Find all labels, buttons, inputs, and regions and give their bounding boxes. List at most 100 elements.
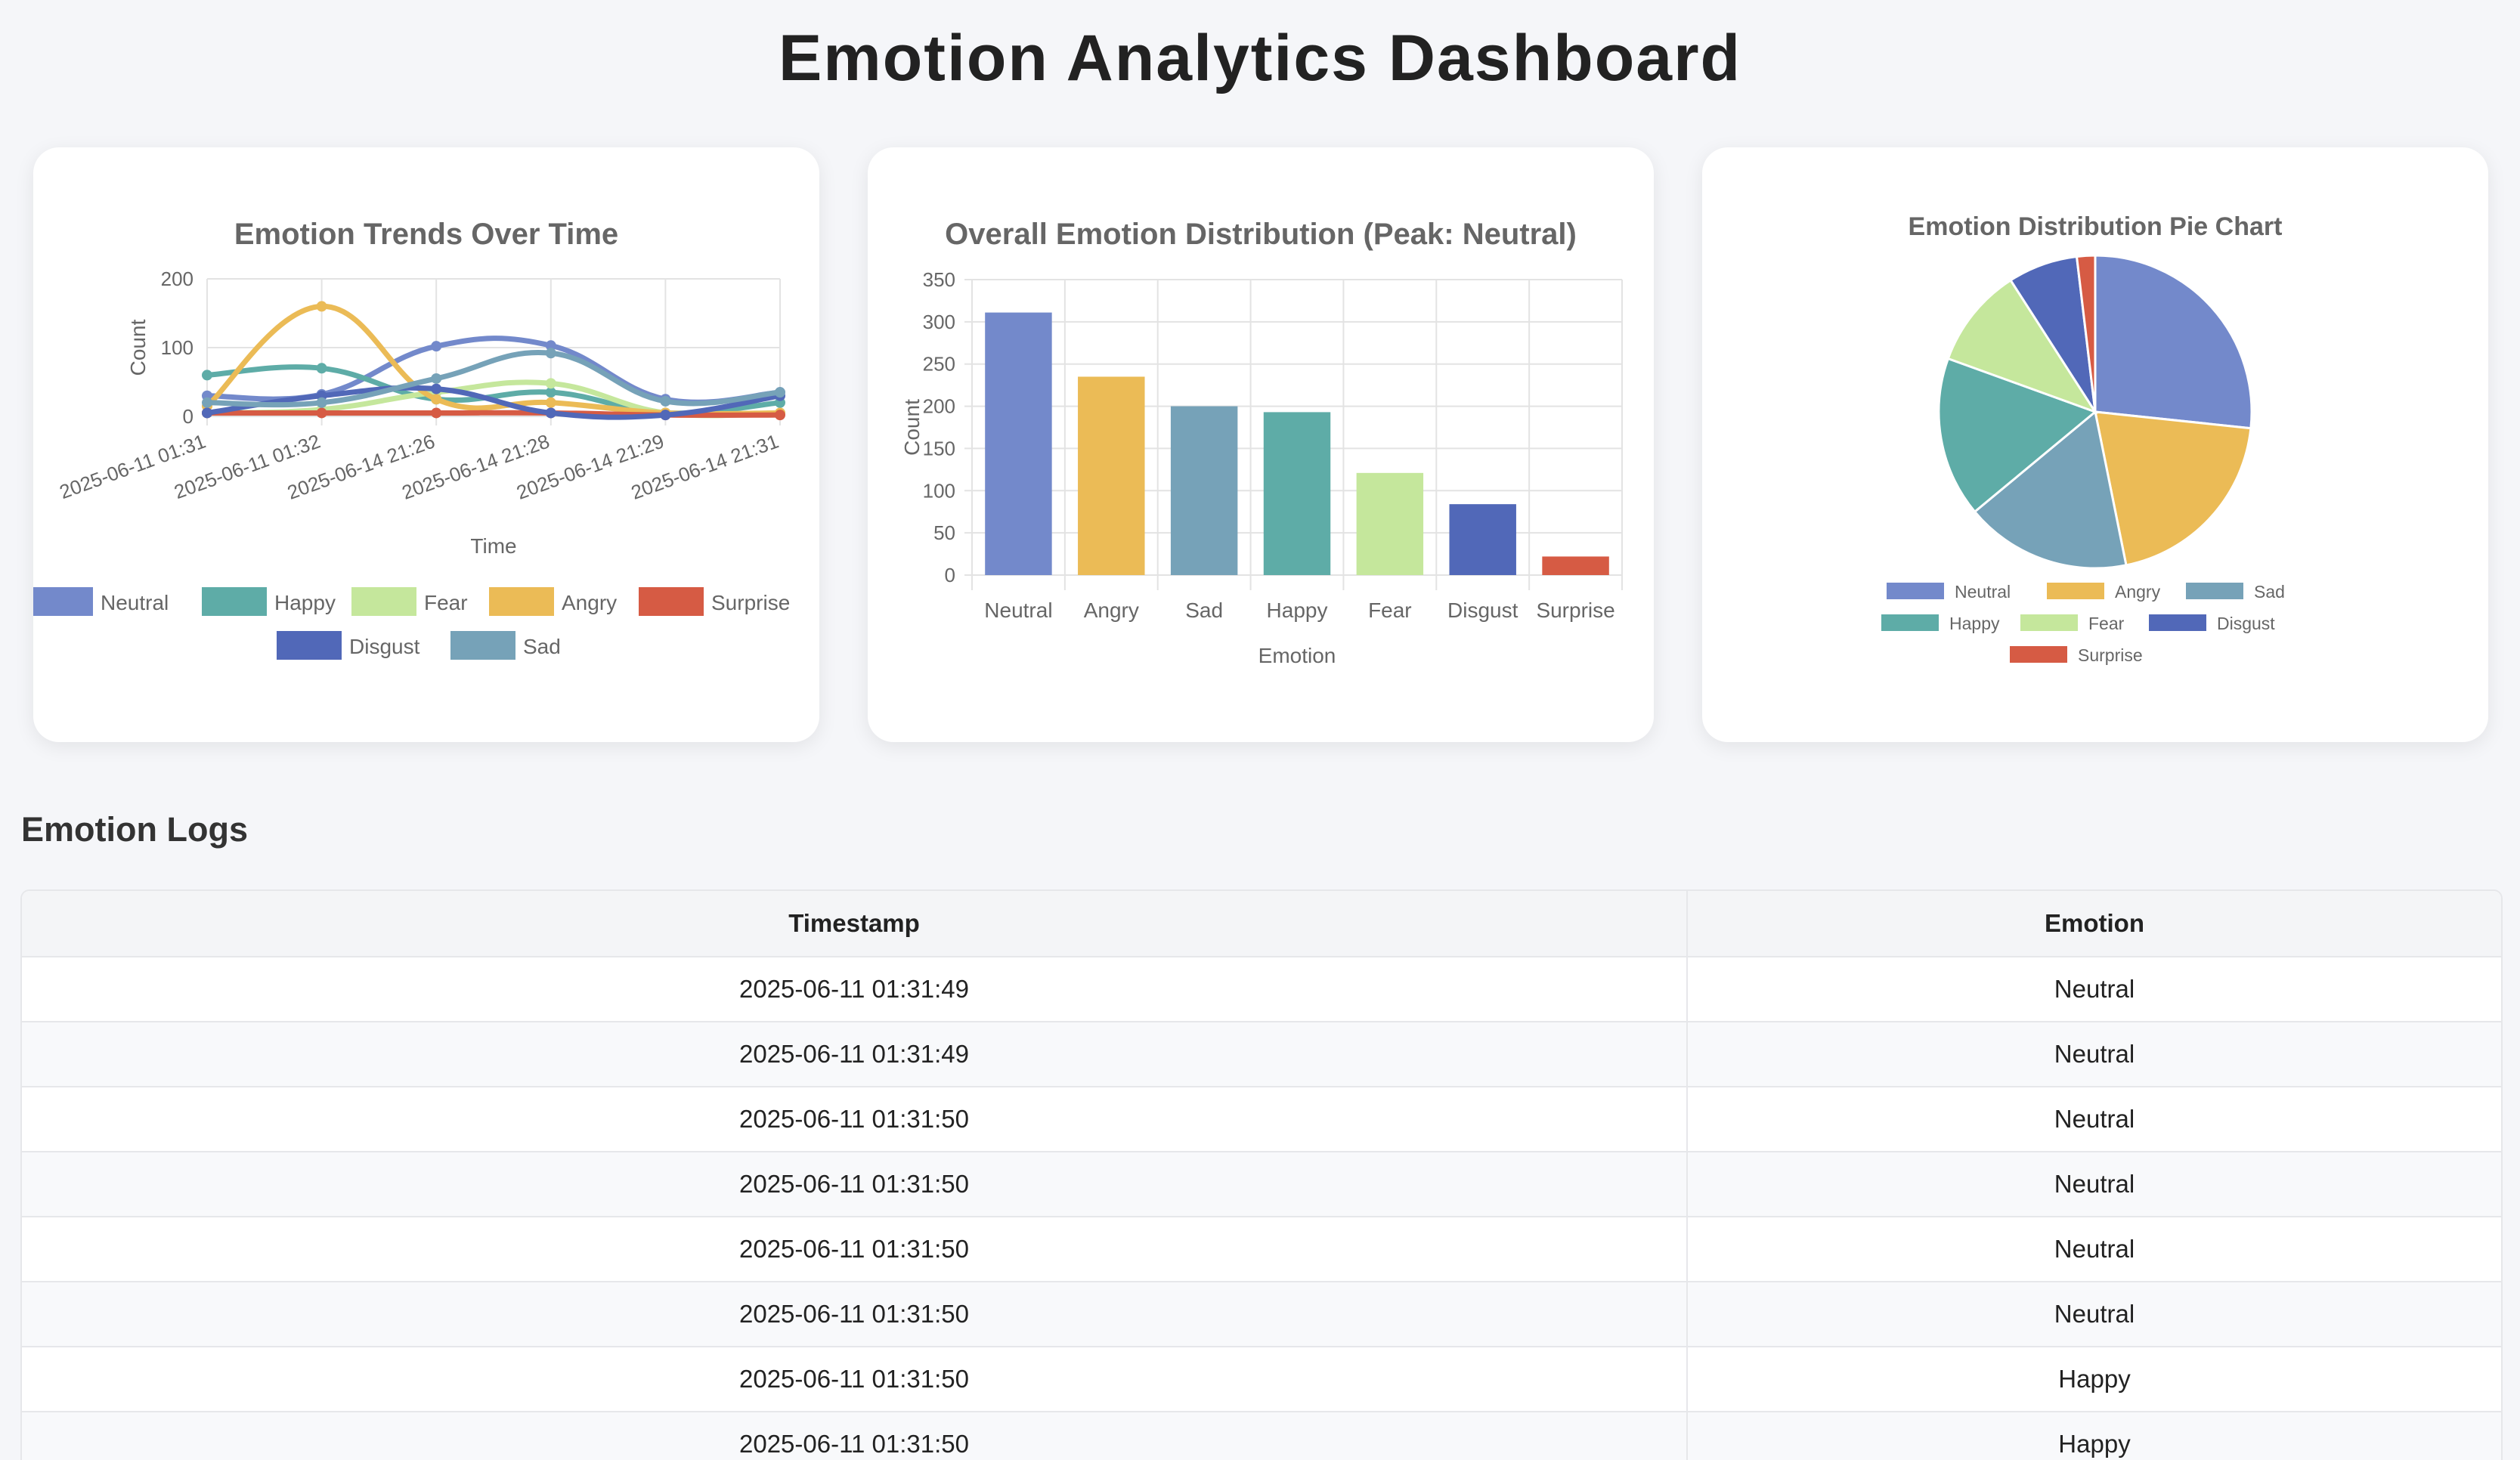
data-point [316, 301, 327, 312]
data-point [316, 363, 327, 374]
table-row: 2025-06-11 01:31:50 Happy [22, 1347, 2501, 1412]
y-tick-label: 100 [161, 336, 193, 359]
bar-happy [1263, 412, 1331, 575]
x-tick-label: Neutral [984, 599, 1052, 622]
timestamp-cell: 2025-06-11 01:31:50 [22, 1217, 1688, 1282]
legend-label-neutral: Neutral [101, 591, 169, 614]
y-tick-label: 0 [945, 564, 955, 586]
y-tick-label: 0 [183, 405, 193, 428]
legend-label-disgust: Disgust [349, 635, 420, 658]
x-tick-label: Disgust [1447, 599, 1519, 622]
chart-title: Emotion Distribution Pie Chart [1909, 212, 2283, 241]
legend-label-surprise: Surprise [2078, 645, 2143, 665]
bar-fear [1356, 472, 1424, 575]
emotion-cell: Neutral [1687, 1152, 2501, 1217]
pie-slice-surprise [2075, 254, 2097, 413]
legend-label-neutral: Neutral [1955, 582, 2011, 602]
data-point [431, 373, 442, 384]
legend-label-angry: Angry [562, 591, 617, 614]
legend-swatch-fear [2020, 614, 2078, 631]
bar-sad [1170, 406, 1238, 575]
line-chart: Emotion Trends Over Time01002002025-06-1… [33, 218, 790, 660]
data-point [545, 407, 556, 419]
data-point [316, 407, 327, 419]
pie-slice-happy [1937, 357, 2097, 514]
table-row: 2025-06-11 01:31:49 Neutral [22, 957, 2501, 1022]
data-point [202, 397, 212, 408]
line-chart-card: Emotion Trends Over Time 0 100 200 2025-06-1… [33, 147, 819, 742]
timestamp-cell: 2025-06-11 01:31:50 [22, 1347, 1688, 1412]
column-header-emotion[interactable]: Emotion [1687, 891, 2501, 957]
legend-label-angry: Angry [2115, 582, 2161, 602]
data-point [545, 340, 556, 351]
legend-swatch-sad [2186, 583, 2243, 599]
data-point [431, 341, 442, 352]
data-point [431, 383, 442, 394]
data-point [545, 348, 556, 359]
x-axis-label: Emotion [1258, 644, 1336, 667]
table-row: 2025-06-11 01:31:50 Neutral [22, 1282, 2501, 1347]
x-tick-label: Surprise [1536, 599, 1614, 622]
y-tick-label: 100 [923, 479, 955, 502]
pie-slice-angry [2094, 410, 2252, 567]
timestamp-cell: 2025-06-11 01:31:50 [22, 1087, 1688, 1152]
y-tick-label: 250 [923, 353, 955, 376]
x-axis-label: Time [470, 534, 516, 558]
chart-title: Overall Emotion Distribution (Peak: Neut… [945, 218, 1577, 251]
series-line-sad [206, 349, 781, 408]
timestamp-cell: 2025-06-11 01:31:49 [22, 1022, 1688, 1087]
emotion-cell: Neutral [1687, 1022, 2501, 1087]
emotion-cell: Happy [1687, 1347, 2501, 1412]
data-point [202, 407, 212, 419]
legend-label-sad: Sad [523, 635, 561, 658]
bar-disgust [1449, 504, 1516, 575]
legend-swatch-angry [2047, 583, 2104, 599]
data-point [431, 407, 442, 419]
x-tick-label: Sad [1185, 599, 1223, 622]
table-row: 2025-06-11 01:31:50 Neutral [22, 1087, 2501, 1152]
legend-swatch-sad [450, 631, 515, 660]
timestamp-cell: 2025-06-11 01:31:50 [22, 1282, 1688, 1347]
y-tick-label: 50 [933, 521, 955, 544]
data-point [660, 395, 671, 407]
logs-table: Timestamp Emotion 2025-06-11 01:31:49 Neu… [20, 889, 2503, 1460]
x-tick-label: Fear [1368, 599, 1412, 622]
chart-title: Emotion Trends Over Time [234, 218, 618, 251]
timestamp-cell: 2025-06-11 01:31:50 [22, 1412, 1688, 1460]
data-point [431, 394, 442, 405]
bar-surprise [1542, 556, 1609, 575]
legend-swatch-happy [1881, 614, 1939, 631]
y-axis-label: Count [900, 399, 924, 456]
bar-chart-card: Overall Emotion Distribution (Peak: Neut… [868, 147, 1654, 742]
legend-label-fear: Fear [2088, 614, 2125, 633]
x-tick-label: Angry [1084, 599, 1139, 622]
emotion-cell: Neutral [1687, 1282, 2501, 1347]
legend-label-surprise: Surprise [711, 591, 790, 614]
bar-angry [1078, 376, 1145, 575]
table-row: 2025-06-11 01:31:50 Neutral [22, 1217, 2501, 1282]
pie-slice-fear [1946, 278, 2098, 414]
legend-swatch-angry [489, 587, 554, 616]
column-header-timestamp[interactable]: Timestamp [22, 891, 1688, 957]
table-header-row: Timestamp Emotion [22, 891, 2501, 957]
legend-swatch-disgust [277, 631, 342, 660]
legend-swatch-surprise [639, 587, 704, 616]
data-point [660, 410, 671, 421]
data-point [545, 378, 556, 389]
legend-label-disgust: Disgust [2217, 614, 2275, 633]
series-line-disgust [206, 385, 781, 420]
legend-label-happy: Happy [1949, 614, 2000, 633]
data-point [775, 387, 785, 398]
emotion-cell: Neutral [1687, 957, 2501, 1022]
pie-chart-card: Emotion Distribution Pie Chart Neutral Ang… [1702, 147, 2488, 742]
y-tick-label: 350 [923, 268, 955, 291]
y-axis-label: Count [126, 319, 150, 376]
table-row: 2025-06-11 01:31:49 Neutral [22, 1022, 2501, 1087]
logs-title: Emotion Logs [21, 810, 248, 849]
legend-swatch-happy [202, 587, 267, 616]
y-tick-label: 300 [923, 311, 955, 333]
table-row: 2025-06-11 01:31:50 Neutral [22, 1152, 2501, 1217]
table-row: 2025-06-11 01:31:50 Happy [22, 1412, 2501, 1460]
data-point [545, 397, 556, 408]
timestamp-cell: 2025-06-11 01:31:49 [22, 957, 1688, 1022]
